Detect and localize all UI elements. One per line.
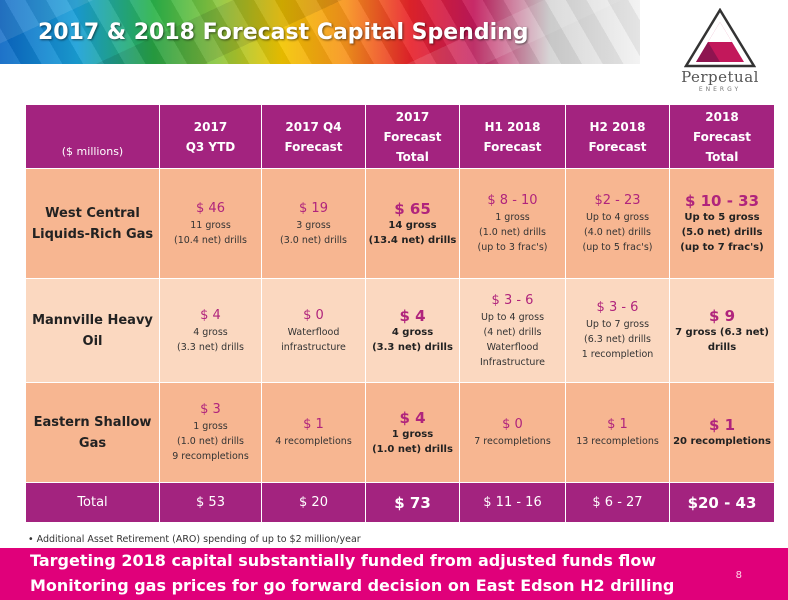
- col-2017-q3-ytd: 2017 Q3 YTD: [159, 104, 262, 169]
- triangle-logo-icon: [684, 8, 756, 68]
- total-value: $ 11 - 16: [459, 482, 566, 523]
- table-cell: $ 0 Waterflood infrastructure: [261, 278, 366, 383]
- bottom-banner: Targeting 2018 capital substantially fun…: [0, 548, 788, 600]
- message-line: Targeting 2018 capital substantially fun…: [30, 551, 657, 570]
- table-cell: $ 65 14 gross (13.4 net) drills: [365, 168, 460, 279]
- table-cell: $ 19 3 gross (3.0 net) drills: [261, 168, 366, 279]
- table-cell: $ 10 - 33 Up to 5 gross (5.0 net) drills (u…: [669, 168, 775, 279]
- footnote: • Additional Asset Retirement (ARO) spen…: [28, 534, 361, 545]
- units-label: ($ millions): [25, 104, 160, 169]
- table-cell: $ 8 - 10 1 gross (1.0 net) drills (up to 3 …: [459, 168, 566, 279]
- perpetual-logo: Perpetual ENERGY: [660, 8, 780, 98]
- title-banner: [0, 0, 640, 64]
- total-value: $ 53: [159, 482, 262, 523]
- table-cell: $2 - 23 Up to 4 gross (4.0 net) drills (up …: [565, 168, 670, 279]
- logo-subtitle: ENERGY: [698, 86, 742, 93]
- col-h2-2018-forecast: H2 2018 Forecast: [565, 104, 670, 169]
- table-row: West Central Liquids-Rich Gas $ 46 11 gros…: [25, 168, 775, 279]
- total-value: $20 - 43: [669, 482, 775, 523]
- total-value: $ 6 - 27: [565, 482, 670, 523]
- table-cell: $ 3 - 6 Up to 7 gross (6.3 net) drills 1 re…: [565, 278, 670, 383]
- table-cell: $ 1 20 recompletions: [669, 382, 775, 483]
- col-2018-forecast-total: 2018 Forecast Total: [669, 104, 775, 169]
- total-value: $ 73: [365, 482, 460, 523]
- table-cell: $ 3 - 6 Up to 4 gross (4 net) drills Waterf…: [459, 278, 566, 383]
- capital-spending-table: ($ millions) 2017 Q3 YTD 2017 Q4 Forecast …: [25, 104, 775, 523]
- page-title: 2017 & 2018 Forecast Capital Spending: [38, 20, 529, 45]
- col-2017-q4-forecast: 2017 Q4 Forecast: [261, 104, 366, 169]
- message-line: Monitoring gas prices for go forward dec…: [30, 576, 675, 595]
- table-cell: $ 46 11 gross (10.4 net) drills: [159, 168, 262, 279]
- page-number: 8: [735, 570, 742, 581]
- row-label-eastern-shallow: Eastern Shallow Gas: [25, 382, 160, 483]
- table-cell: $ 1 13 recompletions: [565, 382, 670, 483]
- row-label-mannville: Mannville Heavy Oil: [25, 278, 160, 383]
- bullet-icon: •: [28, 534, 34, 545]
- footnote-text: Additional Asset Retirement (ARO) spendi…: [36, 534, 361, 545]
- row-label-west-central: West Central Liquids-Rich Gas: [25, 168, 160, 279]
- header-row: ($ millions) 2017 Q3 YTD 2017 Q4 Forecast …: [25, 104, 775, 169]
- col-2017-forecast-total: 2017 Forecast Total: [365, 104, 460, 169]
- logo-wordmark: Perpetual: [681, 68, 759, 86]
- total-row: Total $ 53 $ 20 $ 73 $ 11 - 16 $ 6 - 27 …: [25, 482, 775, 523]
- total-value: $ 20: [261, 482, 366, 523]
- total-label: Total: [25, 482, 160, 523]
- col-h1-2018-forecast: H1 2018 Forecast: [459, 104, 566, 169]
